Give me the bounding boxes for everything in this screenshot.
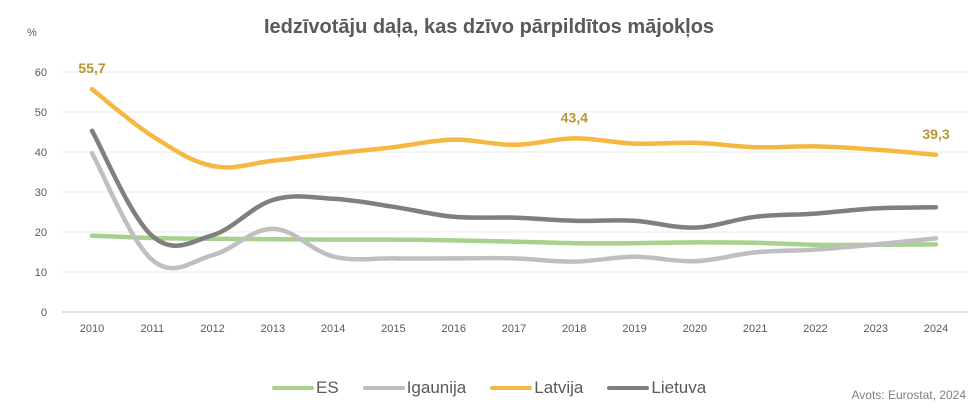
legend-label-igaunija: Igaunija — [406, 378, 467, 397]
series-line-lietuva — [89, 128, 939, 248]
y-tick-label: 10 — [35, 267, 47, 279]
y-axis-unit-label: % — [27, 27, 37, 39]
x-tick-label: 2012 — [200, 323, 224, 335]
legend-label-latvija: Latvija — [534, 378, 584, 397]
x-tick-label: 2020 — [683, 323, 707, 335]
x-tick-label: 2016 — [441, 323, 465, 335]
source-note: Avots: Eurostat, 2024 — [851, 388, 966, 402]
series-line-latvija — [89, 86, 939, 170]
x-tick-label: 2010 — [80, 323, 104, 335]
series-line-es — [89, 233, 939, 248]
x-tick-label: 2011 — [140, 323, 164, 335]
gridlines — [62, 71, 968, 313]
x-tick-label: 2017 — [502, 323, 526, 335]
legend-swatch-latvija — [490, 386, 533, 390]
legend-item-lietuva: Lietuva — [607, 378, 706, 398]
legend-swatch-lietuva — [607, 386, 650, 390]
legend-swatch-es — [272, 386, 314, 390]
legend-swatch-igaunija — [362, 386, 405, 390]
legend-item-igaunija: Igaunija — [362, 378, 467, 398]
y-tick-label: 40 — [35, 147, 47, 159]
x-tick-label: 2021 — [743, 323, 767, 335]
y-tick-label: 30 — [35, 187, 47, 199]
legend-label-lietuva: Lietuva — [651, 378, 707, 397]
x-tick-label: 2023 — [863, 323, 887, 335]
chart-title: Iedzīvotāju daļa, kas dzīvo pārpildītos … — [263, 16, 715, 38]
x-tick-label: 2014 — [321, 323, 345, 335]
y-tick-label: 0 — [41, 307, 47, 319]
series-line-igaunija — [89, 150, 939, 271]
legend-item-es: ES — [272, 378, 339, 398]
x-tick-label: 2019 — [622, 323, 646, 335]
x-tick-labels: 2010 2011 2012 2013 2014 2015 2016 2017 2018 2019… — [80, 323, 948, 335]
x-tick-label: 2013 — [261, 323, 285, 335]
x-tick-label: 2018 — [562, 323, 586, 335]
legend: ES Igaunija Latvija Lietuva — [272, 378, 730, 398]
y-tick-labels: 0 10 20 30 40 50 60 — [35, 67, 47, 319]
data-labels: 55,7 43,4 39,3 — [78, 60, 949, 142]
y-tick-label: 50 — [35, 107, 47, 119]
data-label: 39,3 — [922, 126, 949, 142]
x-tick-label: 2024 — [924, 323, 948, 335]
legend-label-es: ES — [316, 378, 339, 397]
series-lines — [89, 86, 939, 271]
data-label: 55,7 — [78, 60, 105, 76]
legend-item-latvija: Latvija — [490, 378, 583, 398]
x-tick-label: 2015 — [381, 323, 405, 335]
data-label: 43,4 — [561, 109, 588, 125]
y-tick-label: 60 — [35, 67, 47, 79]
x-tick-label: 2022 — [803, 323, 827, 335]
y-tick-label: 20 — [35, 227, 47, 239]
